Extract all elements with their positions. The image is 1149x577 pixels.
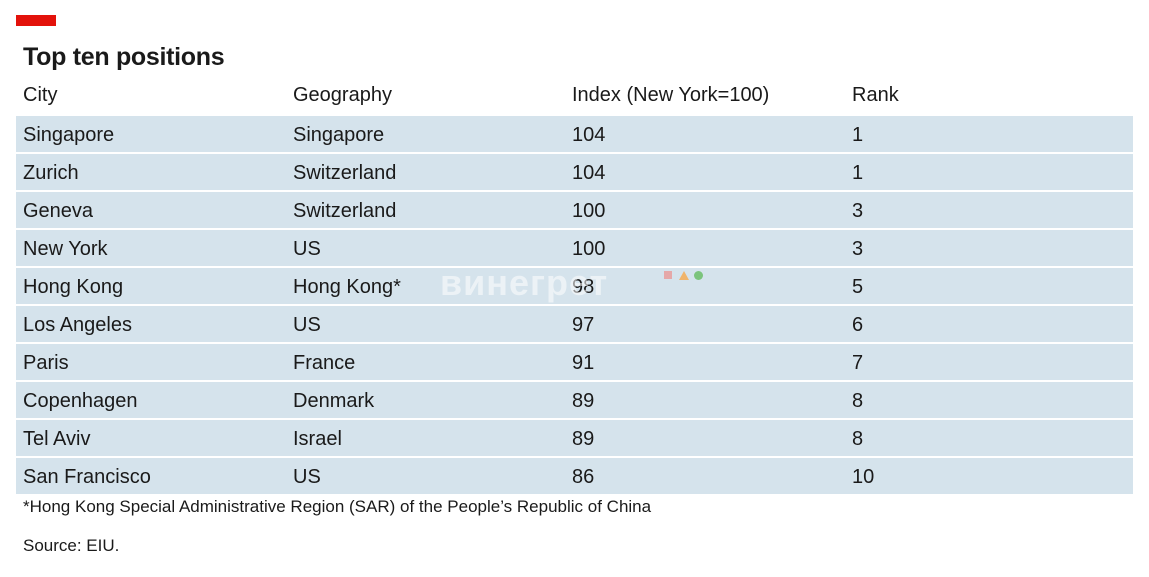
cell-geography: US (293, 314, 321, 336)
cell-index: 86 (572, 466, 595, 488)
table-row: Tel Aviv Israel 89 8 (16, 420, 1133, 456)
watermark-triangle-icon (679, 271, 689, 280)
table-row: New York US 100 3 (16, 230, 1133, 266)
cell-city: New York (23, 238, 108, 260)
table-row: San Francisco US 86 10 (16, 458, 1133, 494)
cell-city: Los Angeles (23, 314, 132, 336)
cell-geography: US (293, 466, 321, 488)
cell-geography: France (293, 352, 356, 374)
cell-city: Geneva (23, 200, 94, 222)
cell-rank: 8 (852, 428, 864, 450)
cell-city: Tel Aviv (23, 428, 91, 450)
cell-index: 104 (572, 162, 606, 184)
cell-city: Copenhagen (23, 390, 138, 412)
header-index: Index (New York=100) (572, 84, 770, 106)
footnote: *Hong Kong Special Administrative Region… (23, 497, 652, 516)
header-rank: Rank (852, 84, 899, 106)
header-city: City (23, 84, 58, 106)
cell-rank: 1 (852, 124, 864, 146)
cell-city: San Francisco (23, 466, 151, 488)
cell-rank: 8 (852, 390, 864, 412)
cell-geography: US (293, 238, 321, 260)
cell-index: 97 (572, 314, 595, 336)
watermark-square-icon (664, 271, 672, 279)
cell-city: Paris (23, 352, 69, 374)
header-geography: Geography (293, 84, 392, 106)
cell-geography: Hong Kong* (293, 276, 401, 298)
cell-city: Hong Kong (23, 276, 124, 298)
cell-rank: 10 (852, 466, 875, 488)
table-body: Singapore Singapore 104 1 Zurich Switzerland 1… (16, 116, 1133, 496)
watermark-circle-icon (694, 271, 703, 280)
cell-index: 98 (572, 276, 595, 298)
source-note: Source: EIU. (23, 536, 120, 555)
cell-geography: Singapore (293, 124, 385, 146)
table-row: Paris France 91 7 (16, 344, 1133, 380)
table-row: Los Angeles US 97 6 (16, 306, 1133, 342)
cell-index: 100 (572, 200, 606, 222)
cell-geography: Switzerland (293, 200, 397, 222)
cell-rank: 7 (852, 352, 864, 374)
cell-index: 89 (572, 428, 595, 450)
table-row: Hong Kong Hong Kong* 98 5 (16, 268, 1133, 304)
table-row: Geneva Switzerland 100 3 (16, 192, 1133, 228)
table-row: Copenhagen Denmark 89 8 (16, 382, 1133, 418)
table-title: Top ten positions (23, 43, 225, 71)
table-row: Singapore Singapore 104 1 (16, 116, 1133, 152)
cell-rank: 1 (852, 162, 864, 184)
cell-rank: 3 (852, 200, 864, 222)
cell-city: Zurich (23, 162, 79, 184)
cell-geography: Switzerland (293, 162, 397, 184)
cell-rank: 6 (852, 314, 864, 336)
brand-accent-bar (16, 15, 56, 26)
cell-index: 89 (572, 390, 595, 412)
cell-rank: 3 (852, 238, 864, 260)
cell-index: 104 (572, 124, 606, 146)
table-header: City Geography Index (New York=100) Rank (16, 84, 1133, 114)
cell-index: 100 (572, 238, 606, 260)
cell-rank: 5 (852, 276, 864, 298)
watermark: винегрет (440, 262, 609, 303)
cell-city: Singapore (23, 124, 115, 146)
cell-geography: Israel (293, 428, 342, 450)
cell-geography: Denmark (293, 390, 375, 412)
table-row: Zurich Switzerland 104 1 (16, 154, 1133, 190)
cell-index: 91 (572, 352, 595, 374)
